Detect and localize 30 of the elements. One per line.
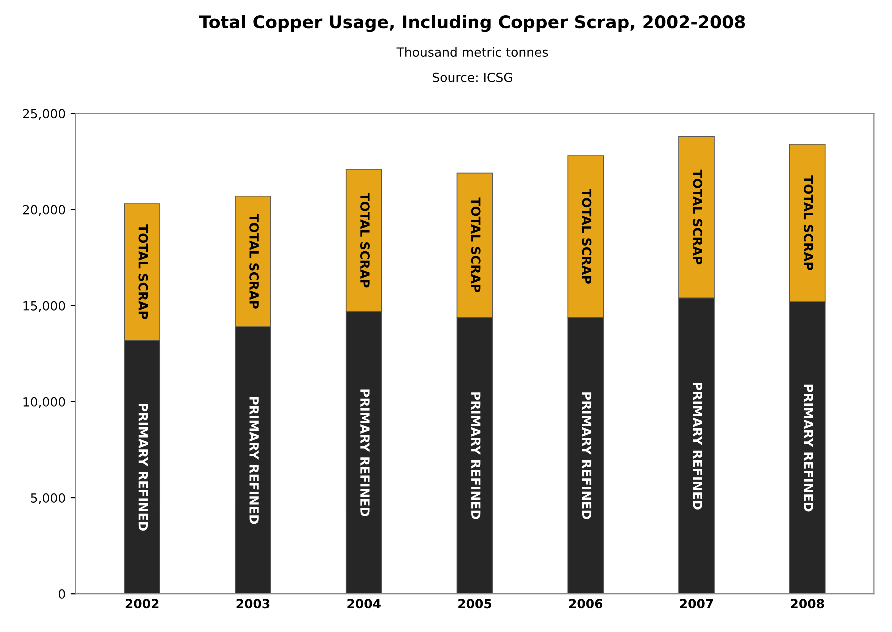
text: TOTAL SCRAP <box>250 214 260 309</box>
text: TOTAL SCRAP <box>693 170 703 265</box>
text: PRIMARY REFINED <box>138 404 148 531</box>
x-tick-label: 2002 <box>126 599 159 609</box>
source-note: Source: ICSG <box>433 72 512 82</box>
y-tick-label: 0 <box>58 590 66 600</box>
x-tick-label: 2007 <box>680 599 714 609</box>
y-tick-label: 15,000 <box>24 301 66 312</box>
x-tick-label: 2004 <box>348 599 381 609</box>
chart-title: Total Copper Usage, Including Copper Scrap, 2002-2008 <box>199 15 746 32</box>
text: TOTAL SCRAP <box>138 224 148 320</box>
text: PRIMARY REFINED <box>582 392 592 520</box>
y-tick-label: 20,000 <box>23 205 66 216</box>
x-tick-label: 2005 <box>458 599 492 609</box>
series-label: PRIMARY REFINED <box>250 397 259 524</box>
x-tick-label: 2008 <box>791 599 824 609</box>
x-tick-label: 2006 <box>569 599 603 609</box>
y-tick-label: 5,000 <box>31 493 66 504</box>
text: TOTAL SCRAP <box>804 176 814 270</box>
text: TOTAL SCRAP <box>360 192 370 288</box>
x-tick-label: 2003 <box>236 599 270 609</box>
y-tick-label: 25,000 <box>23 109 66 120</box>
text: PRIMARY REFINED <box>804 384 814 512</box>
text: TOTAL SCRAP <box>471 198 481 293</box>
chart-subtitle: Thousand metric tonnes <box>396 47 548 58</box>
y-tick-label: 10,000 <box>24 397 66 408</box>
series-label: TOTAL SCRAP <box>582 189 592 284</box>
text: PRIMARY REFINED <box>360 390 370 517</box>
text: PRIMARY REFINED <box>472 392 481 520</box>
text: PRIMARY REFINED <box>693 382 702 510</box>
